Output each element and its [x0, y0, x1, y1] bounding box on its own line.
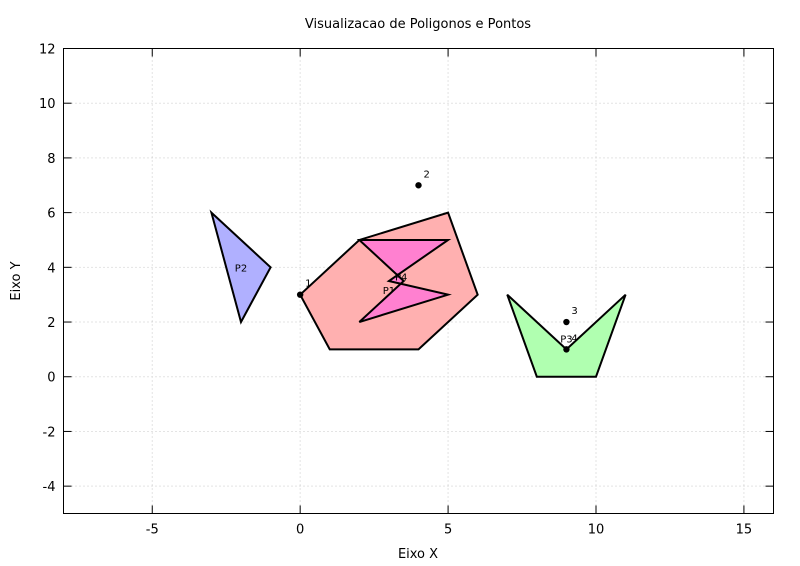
y-tick-label: -4 — [43, 480, 56, 495]
plot-frame — [63, 48, 774, 514]
y-tick-label: 12 — [39, 43, 56, 58]
polygon-label-p3: P3 — [560, 334, 572, 345]
point-2 — [415, 182, 422, 189]
point-label-3: 3 — [571, 306, 577, 317]
x-tick-label: 5 — [444, 523, 452, 538]
polygon-p2 — [209, 209, 272, 325]
polygon-p4 — [356, 238, 452, 323]
y-tick-label: 8 — [47, 152, 55, 167]
point-3 — [563, 318, 570, 326]
y-tick-label: 2 — [47, 316, 55, 331]
y-tick-label: 4 — [47, 261, 55, 276]
chart-title: Visualizacao de Poligonos e Pontos — [305, 17, 531, 32]
point-label-1: 1 — [305, 279, 311, 290]
point-label-4: 4 — [571, 333, 577, 344]
x-axis-label: Eixo X — [398, 547, 438, 562]
y-tick-label: 0 — [47, 371, 55, 386]
x-tick-label: 10 — [588, 523, 605, 538]
x-tick-label: 15 — [736, 523, 753, 538]
x-tick-label: 0 — [296, 523, 304, 538]
polygon-p3 — [506, 293, 627, 378]
y-axis-label: Eixo Y — [9, 261, 24, 300]
y-tick-label: 6 — [47, 207, 55, 222]
y-tick-label: -2 — [43, 425, 56, 440]
point-4 — [563, 346, 570, 353]
polygon-label-p4: P4 — [395, 272, 407, 283]
point-label-2: 2 — [424, 169, 430, 180]
y-tick-label: 10 — [39, 97, 56, 112]
point-1 — [296, 291, 304, 298]
polygon-label-p1: P1 — [383, 286, 395, 297]
polygons-layer: P1 P2 P3 P4 — [209, 209, 627, 378]
points-layer: 1 2 3 4 — [296, 169, 578, 353]
x-tick-label: -5 — [146, 523, 159, 538]
polygon-label-p2: P2 — [235, 263, 247, 274]
